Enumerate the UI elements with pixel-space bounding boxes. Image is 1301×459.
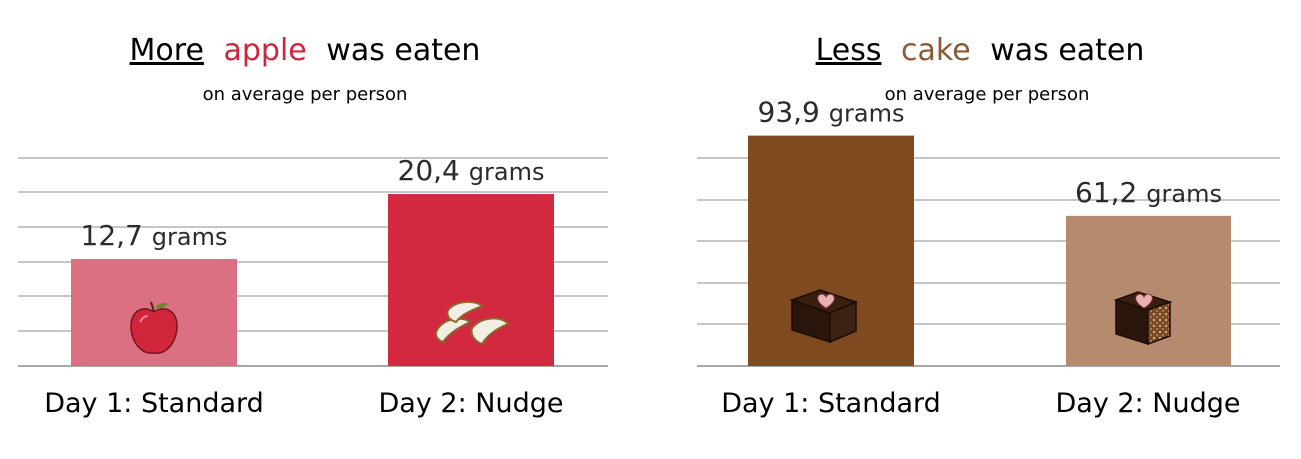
cake-chart: Less cake was eaten on average per perso…: [697, 33, 1280, 419]
title-food-word: apple: [223, 33, 306, 68]
apple-icon: [130, 301, 178, 354]
title-qualifier: Less: [816, 33, 882, 68]
title-rest: was eaten: [326, 33, 480, 68]
data-label-value: 61,2: [1075, 176, 1146, 209]
chocolate-cake-icon: [789, 289, 859, 344]
data-label-value: 93,9: [758, 96, 829, 129]
chart-title: More apple was eaten: [130, 33, 481, 68]
apple-slices-icon: [434, 300, 510, 346]
chart-subtitle: on average per person: [885, 84, 1090, 105]
data-label: 93,9 grams: [758, 96, 905, 129]
data-label-unit: grams: [152, 223, 228, 251]
category-label: Day 2: Nudge: [379, 388, 564, 419]
title-qualifier: More: [130, 33, 204, 68]
data-label-unit: grams: [469, 158, 545, 186]
title-food-word: cake: [901, 33, 971, 68]
data-label-value: 20,4: [398, 154, 469, 187]
chart-title: Less cake was eaten: [816, 33, 1145, 68]
apple-chart: More apple was eaten on average per pers…: [18, 33, 608, 419]
data-label: 61,2 grams: [1075, 176, 1222, 209]
data-label-unit: grams: [829, 100, 905, 128]
cake-slice-icon: [1113, 291, 1173, 346]
category-label: Day 2: Nudge: [1056, 388, 1241, 419]
data-label-unit: grams: [1146, 180, 1222, 208]
category-label: Day 1: Standard: [721, 388, 941, 419]
category-label: Day 1: Standard: [44, 388, 264, 419]
bar-2: [388, 194, 554, 366]
data-label-value: 12,7: [81, 219, 152, 252]
data-label: 20,4 grams: [398, 154, 545, 187]
title-rest: was eaten: [990, 33, 1144, 68]
data-label: 12,7 grams: [81, 219, 228, 252]
chart-subtitle: on average per person: [203, 84, 408, 105]
